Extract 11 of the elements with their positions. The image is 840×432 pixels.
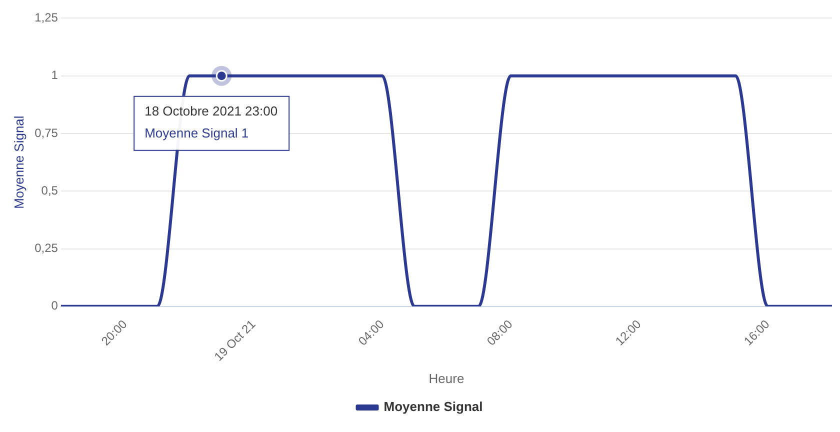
y-tick-label: 0,25 <box>34 241 58 256</box>
y-tick-label: 1,25 <box>34 10 58 25</box>
y-tick-label: 0 <box>51 298 58 313</box>
legend-label: Moyenne Signal <box>384 399 483 414</box>
y-axis-title: Moyenne Signal <box>11 116 26 209</box>
annotation: 18 Octobre 2021 23:00 Moyenne Signal 1 <box>144 103 278 140</box>
x-axis-title: Heure <box>428 370 464 386</box>
y-tick-label: 0,5 <box>41 183 58 198</box>
y-tick-label: 0,75 <box>34 126 58 140</box>
x-tick-label: 19 Oct 21 <box>211 316 258 364</box>
y-tick-label: 1 <box>51 68 58 82</box>
